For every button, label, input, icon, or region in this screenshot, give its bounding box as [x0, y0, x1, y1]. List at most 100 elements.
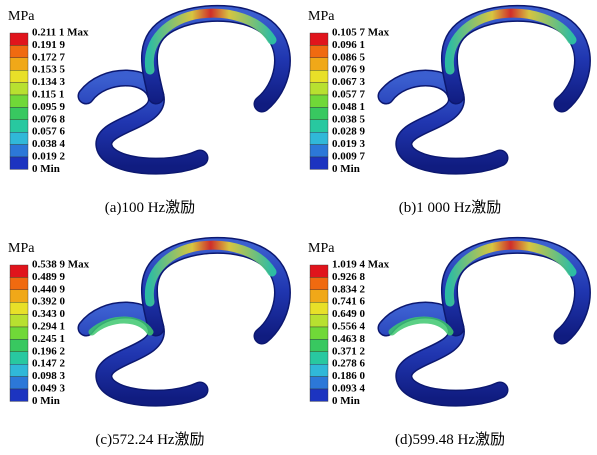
legend-swatch	[10, 145, 28, 157]
legend-label: 0.172 7	[32, 51, 66, 63]
caption: (b)1 000 Hz激励	[399, 199, 501, 216]
legend-label: 0.556 4	[332, 321, 366, 333]
legend-label: 0.245 1	[32, 333, 65, 345]
legend-swatch	[310, 352, 328, 364]
unit-label: MPa	[308, 241, 335, 256]
legend-label: 0.371 2	[332, 345, 366, 357]
legend-label: 0 Min	[32, 163, 60, 175]
legend-swatch	[310, 364, 328, 376]
legend-label: 0.278 6	[332, 358, 366, 370]
legend-swatch	[310, 58, 328, 70]
legend-swatch	[10, 315, 28, 327]
legend-swatch	[10, 132, 28, 144]
legend-swatch	[10, 339, 28, 351]
legend-swatch	[10, 33, 28, 45]
legend-swatch	[10, 302, 28, 314]
legend-swatch	[10, 327, 28, 339]
legend-label: 0.093 4	[332, 383, 366, 395]
legend-label: 0.049 3	[32, 383, 66, 395]
legend-swatch	[10, 389, 28, 401]
legend-label: 0.038 5	[332, 113, 366, 125]
legend-label: 0.196 2	[32, 345, 66, 357]
legend-swatch	[10, 290, 28, 302]
legend-swatch	[310, 389, 328, 401]
legend-label: 0.067 3	[332, 76, 366, 88]
legend-swatch	[10, 70, 28, 82]
legend-label: 0 Min	[32, 395, 60, 407]
legend-swatch	[310, 45, 328, 57]
legend-swatch	[10, 352, 28, 364]
legend-swatch	[10, 83, 28, 95]
legend-label: 0.057 7	[332, 89, 366, 101]
legend-swatch	[310, 107, 328, 119]
legend-label: 0.191 9	[32, 39, 66, 51]
legend-swatch	[310, 33, 328, 45]
legend-swatch	[310, 265, 328, 277]
legend-label: 0.649 0	[332, 308, 366, 320]
legend-swatch	[310, 290, 328, 302]
unit-label: MPa	[308, 9, 335, 24]
legend-label: 0.834 2	[332, 283, 366, 295]
legend-swatch	[310, 132, 328, 144]
legend-label: 0.343 0	[32, 308, 66, 320]
legend-label: 0.038 4	[32, 138, 66, 150]
legend-swatch	[10, 277, 28, 289]
caption: (d)599.48 Hz激励	[395, 431, 505, 448]
legend-label: 0.147 2	[32, 358, 66, 370]
legend-label: 0.294 1	[32, 321, 65, 333]
legend-label: 0.076 8	[32, 113, 66, 125]
legend-swatch	[10, 157, 28, 169]
legend-swatch	[10, 364, 28, 376]
legend-swatch	[310, 339, 328, 351]
legend-label: 0.095 9	[32, 101, 66, 113]
unit-label: MPa	[8, 241, 35, 256]
legend-label: 0.019 2	[32, 151, 66, 163]
legend-swatch	[10, 265, 28, 277]
legend-label: 0.048 1	[332, 101, 365, 113]
unit-label: MPa	[8, 9, 35, 24]
legend-label: 0.153 5	[32, 64, 66, 76]
legend-swatch	[10, 58, 28, 70]
legend-label: 0.028 9	[332, 126, 366, 138]
legend-swatch	[310, 83, 328, 95]
legend-swatch	[310, 327, 328, 339]
legend-swatch	[310, 120, 328, 132]
legend-label: 0.463 8	[332, 333, 366, 345]
legend-label: 0.186 0	[332, 370, 366, 382]
legend-swatch	[10, 45, 28, 57]
legend-swatch	[310, 157, 328, 169]
legend-swatch	[310, 277, 328, 289]
legend-label: 0.057 6	[32, 126, 66, 138]
legend-swatch	[10, 377, 28, 389]
legend-label: 0.392 0	[32, 296, 66, 308]
legend-label: 0 Min	[332, 163, 360, 175]
legend-swatch	[310, 315, 328, 327]
legend-swatch	[310, 95, 328, 107]
figure: MPa 0.211 1 Max0.191 90.172 70.153 50.134…	[0, 0, 597, 455]
legend-label: 0.115 1	[32, 89, 64, 101]
legend-swatch	[310, 70, 328, 82]
legend-swatch	[10, 120, 28, 132]
legend-label: 0.009 7	[332, 151, 366, 163]
legend-label: 1.019 4 Max	[332, 259, 390, 271]
legend-swatch	[310, 377, 328, 389]
caption: (c)572.24 Hz激励	[95, 431, 204, 448]
legend-label: 0.211 1 Max	[32, 27, 89, 39]
legend-label: 0.098 3	[32, 370, 66, 382]
legend-swatch	[10, 95, 28, 107]
caption: (a)100 Hz激励	[105, 199, 195, 216]
legend-label: 0.096 1	[332, 39, 365, 51]
legend-label: 0.926 8	[332, 271, 366, 283]
legend-label: 0.076 9	[332, 64, 366, 76]
legend-label: 0.134 3	[32, 76, 66, 88]
legend-label: 0.105 7 Max	[332, 27, 390, 39]
legend-label: 0 Min	[332, 395, 360, 407]
legend-label: 0.019 3	[332, 138, 366, 150]
legend-swatch	[10, 107, 28, 119]
legend-swatch	[310, 302, 328, 314]
legend-swatch	[310, 145, 328, 157]
